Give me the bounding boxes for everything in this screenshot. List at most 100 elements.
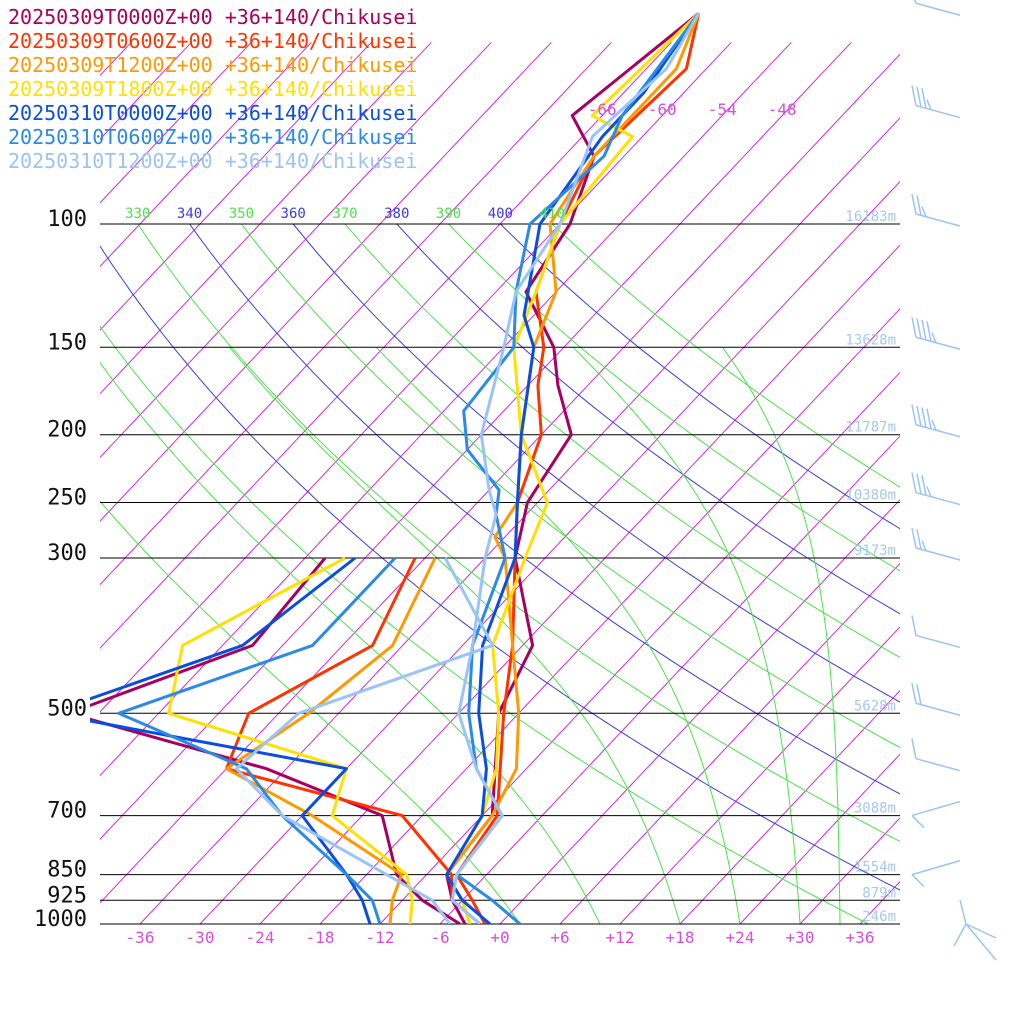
temperature-tick-label: +30 [786, 928, 815, 947]
dewpoint-profile-line [167, 556, 414, 924]
legend-entry: 20250310T0000Z+00 +36+140/Chikusei [8, 101, 417, 125]
theta-label: 330 [125, 206, 150, 222]
isotherm-line [859, 880, 900, 924]
theta-label: 410 [540, 206, 565, 222]
temperature-tick-label: -24 [246, 928, 275, 947]
pressure-label: 925 [47, 883, 87, 908]
theta-label: 350 [229, 206, 254, 222]
moist-adiabat-line [100, 500, 521, 924]
wind-barb [911, 527, 961, 561]
temperature-profile-line [445, 12, 701, 924]
height-label: 879m [862, 885, 896, 901]
profiles [90, 12, 701, 924]
isotherm-line [799, 817, 900, 924]
dewpoint-profile-line [224, 557, 437, 924]
pressure-label: 300 [47, 541, 87, 566]
isotherm-line [499, 499, 900, 924]
temperature-profile-line [450, 12, 700, 924]
isotherm-line [100, 41, 132, 77]
dry-adiabat-line [551, 223, 900, 488]
moist-adiabat-line [375, 346, 741, 924]
temperature-profile-line [455, 12, 701, 924]
height-label: 5628m [854, 698, 896, 714]
height-label: 16183m [845, 209, 896, 225]
moist-adiabat-line [572, 346, 801, 924]
pressure-label: 700 [47, 799, 87, 824]
pressure-label: 250 [47, 486, 87, 511]
legend-entry: 20250310T1200Z+00 +36+140/Chikusei [8, 149, 417, 173]
diagram-grid [100, 41, 900, 924]
isobars [100, 223, 900, 925]
pressure-label: 150 [47, 330, 87, 355]
temperature-profile-line [445, 12, 700, 924]
wind-barb [913, 0, 961, 17]
upper-temperature-label: -48 [768, 100, 797, 119]
height-label: 13628m [845, 332, 896, 348]
wind-barb [911, 472, 961, 506]
dry-adiabat-line [344, 223, 900, 659]
wind-barb [911, 404, 961, 438]
upper-temperature-label: -60 [648, 100, 677, 119]
isotherm-line [100, 53, 900, 904]
legend-entry: 20250309T0600Z+00 +36+140/Chikusei [8, 29, 417, 53]
moist-adiabat-line [722, 347, 841, 924]
wind-barb [911, 683, 961, 717]
isotherm-line [100, 41, 672, 649]
theta-label: 340 [177, 206, 202, 222]
isotherm-line [439, 435, 900, 924]
height-label: 10380m [845, 488, 896, 504]
legend-entry: 20250309T0000Z+00 +36+140/Chikusei [8, 5, 417, 29]
height-label: 3088m [854, 801, 896, 817]
theta-label: 360 [281, 206, 306, 222]
isotherm-line [100, 41, 732, 713]
isotherm-line [100, 41, 492, 459]
isotherm-line [100, 41, 852, 840]
wind-barb [911, 317, 961, 350]
wind-barb [911, 85, 961, 119]
temperature-tick-label: -18 [306, 928, 335, 947]
dewpoint-profile-line [90, 556, 372, 924]
wind-barb [953, 899, 997, 961]
theta-label: 370 [332, 206, 357, 222]
temperature-tick-label: -6 [430, 928, 449, 947]
dewpoint-profile-line [224, 557, 481, 924]
upper-temperature-label: -54 [708, 100, 737, 119]
legend-entry: 20250310T0600Z+00 +36+140/Chikusei [8, 125, 417, 149]
temperature-tick-label: +12 [606, 928, 635, 947]
temperature-tick-label: +18 [666, 928, 695, 947]
legend-entry: 20250309T1200Z+00 +36+140/Chikusei [8, 53, 417, 77]
height-label: 246m [862, 909, 896, 925]
isotherm-line [100, 41, 612, 586]
legend: 20250309T0000Z+00 +36+140/Chikusei202503… [8, 5, 417, 173]
pressure-label: 500 [47, 696, 87, 721]
isotherm-line [559, 562, 900, 924]
temperature-tick-label: +36 [846, 928, 875, 947]
temperature-tick-label: -30 [186, 928, 215, 947]
isotherm-line [199, 180, 900, 924]
dry-adiabat-line [448, 223, 900, 572]
height-label: 11787m [845, 420, 896, 436]
isotherm-line [619, 626, 900, 924]
dewpoint-profile-line [117, 556, 397, 924]
upper-temperature-label: -66 [588, 100, 617, 119]
wind-barb [911, 738, 961, 772]
isotherm-line [139, 117, 900, 924]
wind-barbs [911, 0, 997, 961]
temperature-tick-label: +6 [550, 928, 569, 947]
isotherm-line [100, 41, 792, 777]
pressure-label: 850 [47, 858, 87, 883]
pressure-label: 100 [47, 207, 87, 232]
isotherm-line [379, 371, 900, 924]
isotherm-line [100, 41, 552, 522]
height-label: 9173m [854, 543, 896, 559]
wind-barb [911, 193, 961, 227]
moist-adiabat-line [229, 346, 681, 924]
wind-barb [911, 859, 961, 888]
wind-barb [911, 615, 961, 649]
isotherm-line [100, 41, 192, 140]
pressure-label: 200 [47, 418, 87, 443]
axis-labels: 100 16183m 150 13628m 200 11787m 250 10380m 300 9… [34, 100, 896, 947]
theta-label: 390 [436, 206, 461, 222]
